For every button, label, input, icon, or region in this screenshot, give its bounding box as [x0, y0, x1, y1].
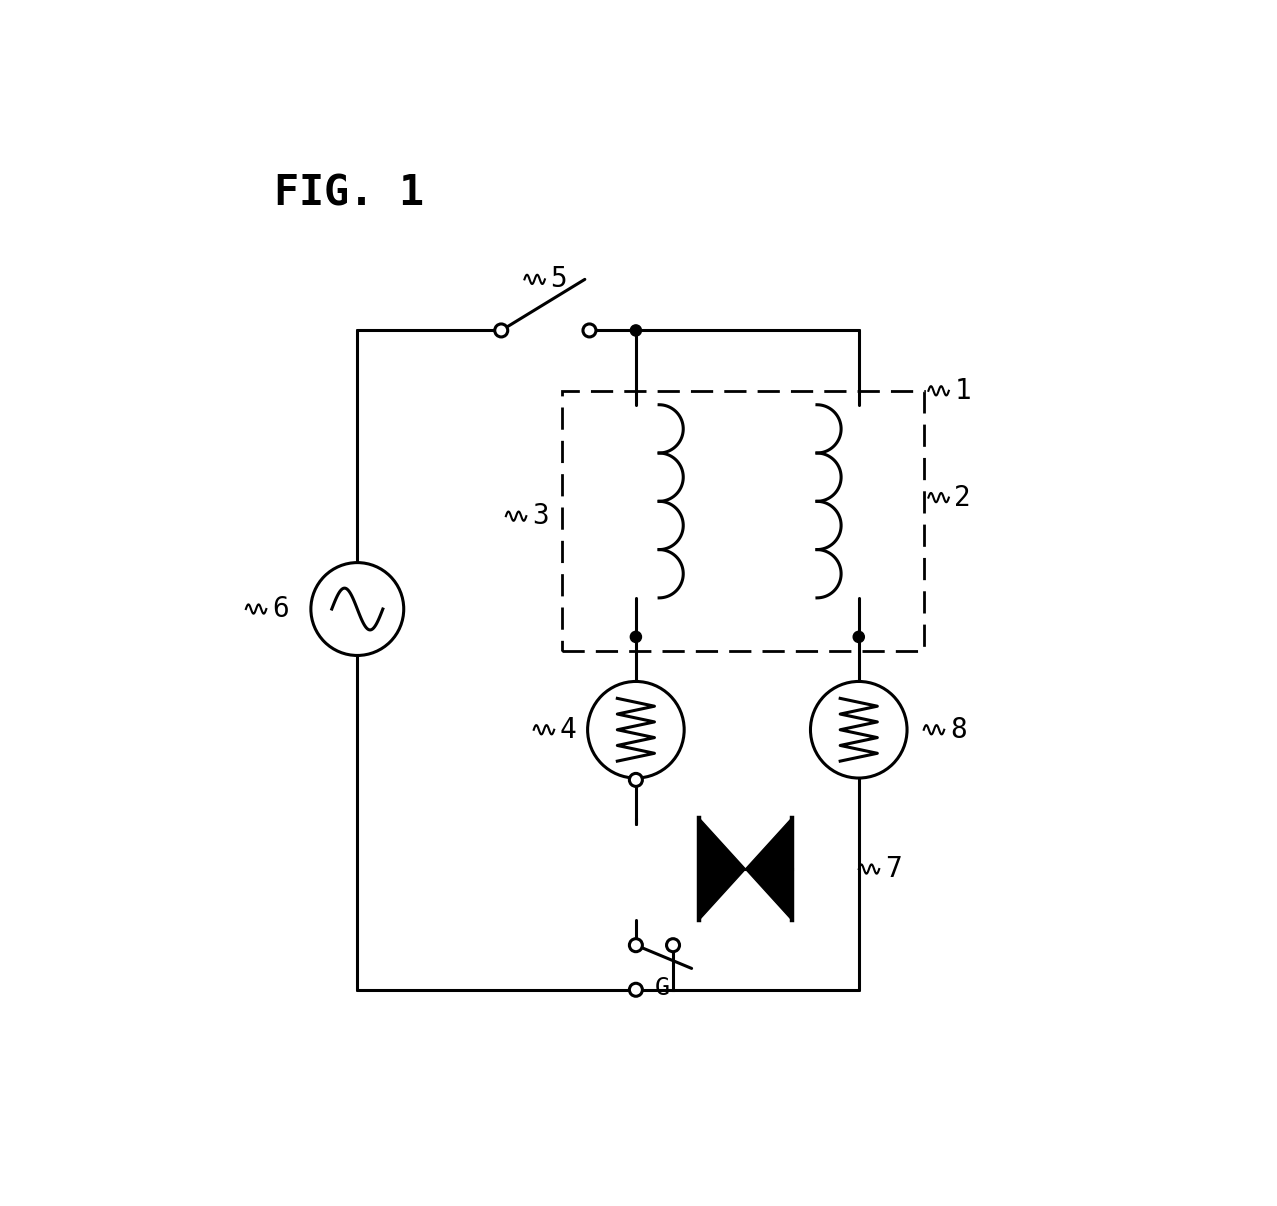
Circle shape — [494, 324, 508, 336]
Circle shape — [631, 324, 641, 336]
Circle shape — [630, 938, 642, 952]
Text: G: G — [655, 976, 669, 1000]
Text: 4: 4 — [559, 715, 576, 744]
Text: 1: 1 — [954, 376, 971, 405]
Circle shape — [631, 631, 641, 643]
Bar — [562, 391, 923, 651]
Circle shape — [630, 983, 642, 996]
Circle shape — [630, 773, 642, 786]
Text: 8: 8 — [950, 715, 967, 744]
Circle shape — [811, 681, 907, 778]
Text: 3: 3 — [533, 502, 549, 531]
Polygon shape — [699, 818, 746, 920]
Text: 6: 6 — [272, 595, 289, 624]
Circle shape — [310, 562, 404, 656]
Circle shape — [667, 938, 679, 952]
Text: 7: 7 — [885, 855, 902, 883]
Circle shape — [587, 681, 684, 778]
Text: 2: 2 — [954, 484, 971, 511]
Circle shape — [853, 631, 865, 643]
Circle shape — [584, 324, 596, 336]
Text: 5: 5 — [550, 265, 567, 293]
Text: FIG. 1: FIG. 1 — [273, 172, 424, 215]
Polygon shape — [746, 818, 792, 920]
